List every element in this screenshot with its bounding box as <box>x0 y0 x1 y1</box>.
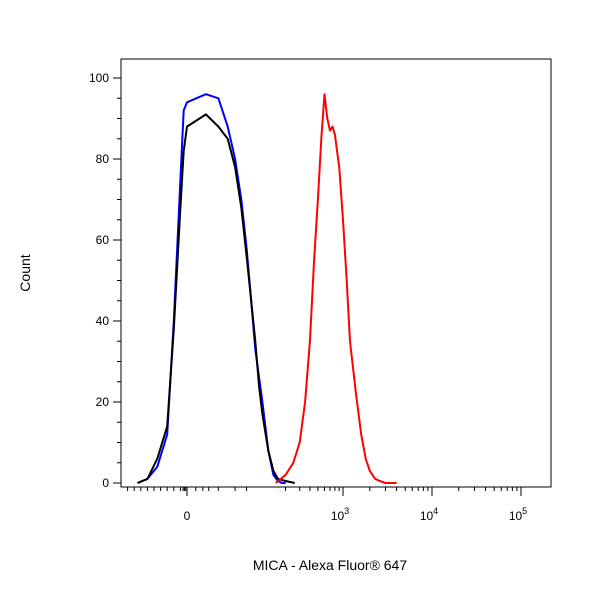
y-axis: 0 20 40 60 80 100 <box>89 71 121 490</box>
x-axis: 0 103 104 105 <box>127 487 527 523</box>
y-tick-label: 20 <box>96 395 110 409</box>
y-tick-label: 100 <box>89 71 109 85</box>
y-tick-label: 60 <box>96 233 110 247</box>
x-axis-title: MICA - Alexa Fluor® 647 <box>253 557 407 573</box>
series-layer <box>137 93 397 484</box>
y-tick-label: 80 <box>96 152 110 166</box>
histogram-series-3 <box>275 93 397 484</box>
x-tick-label: 105 <box>509 506 527 523</box>
plot-frame <box>120 58 552 488</box>
histogram-series-2 <box>137 113 295 484</box>
x-tick-label: 0 <box>184 509 191 523</box>
y-tick-label: 0 <box>102 476 109 490</box>
y-tick-label: 40 <box>96 314 110 328</box>
y-axis-title: Count <box>17 254 33 291</box>
x-tick-label: 103 <box>331 506 349 523</box>
x-tick-label: 104 <box>420 506 438 523</box>
